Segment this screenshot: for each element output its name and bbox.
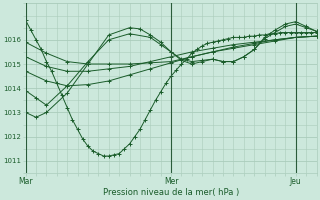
X-axis label: Pression niveau de la mer( hPa ): Pression niveau de la mer( hPa ) [103,188,239,197]
